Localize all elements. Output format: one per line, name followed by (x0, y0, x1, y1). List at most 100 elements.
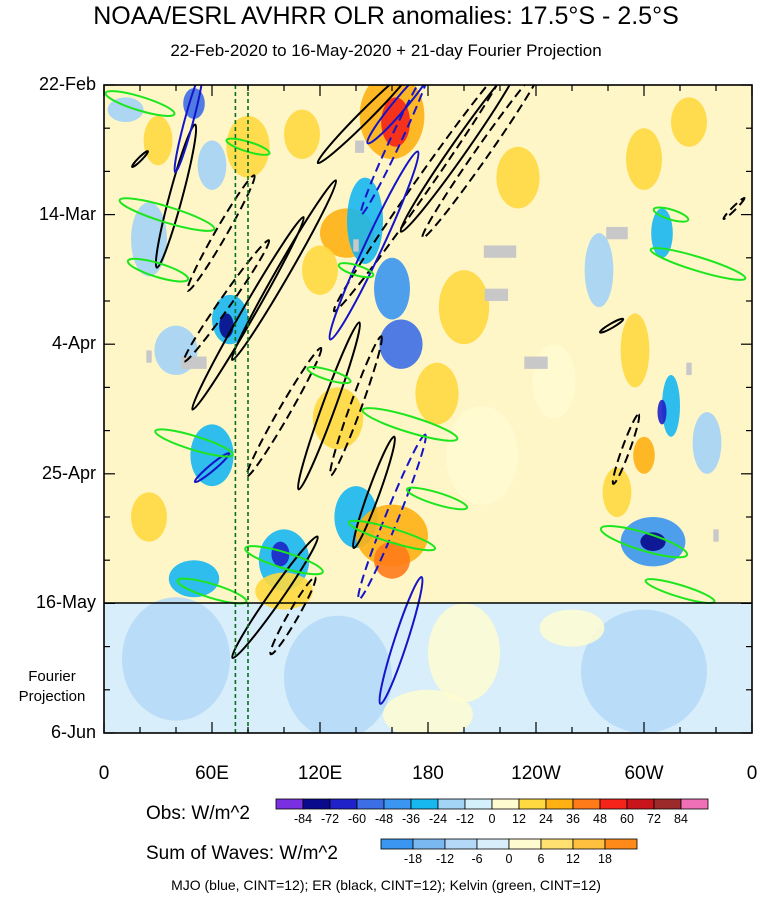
er-contour-10 (352, 435, 396, 550)
mjo-contour-1 (328, 150, 420, 341)
mjo-contour-3 (366, 85, 436, 145)
er-contour-17 (722, 196, 746, 220)
kelvin-contour-7 (361, 407, 459, 442)
projection-label-line-1: Fourier (28, 668, 76, 685)
er-contour-2 (186, 174, 256, 292)
anomaly-blob-11 (374, 257, 410, 320)
mjo-contour-0 (173, 85, 204, 174)
kelvin-contour-15 (644, 578, 716, 605)
kelvin-contour-0 (104, 90, 176, 117)
anomaly-blob-41 (496, 146, 540, 209)
waves-colorbar-swatch-2 (444, 838, 478, 850)
missing-data-9 (713, 529, 719, 542)
obs-colorbar-swatch-0 (275, 798, 304, 810)
y-tick-label-5: 6-Jun (50, 722, 96, 742)
kelvin-contour-10 (306, 365, 352, 385)
x-tick-label-0: 0 (98, 763, 110, 784)
missing-data-8 (686, 362, 692, 376)
projection-blob-1 (284, 615, 392, 733)
missing-data-2 (484, 288, 509, 301)
colorbars (275, 798, 709, 850)
missing-data-4 (524, 356, 548, 369)
kelvin-contour-12 (599, 525, 689, 559)
x-tick-label-5: 60W (624, 763, 664, 784)
waves-colorbar-swatch-7 (604, 838, 638, 850)
er-contour-13 (399, 85, 522, 233)
anomaly-blob-4 (226, 115, 270, 178)
waves-colorbar-swatch-5 (540, 838, 574, 850)
projection-blob-3 (581, 609, 707, 733)
waves-colorbar-swatch-3 (476, 838, 510, 850)
anomaly-blob-40 (602, 467, 632, 517)
obs-colorbar-tick-9: 24 (539, 812, 553, 826)
kelvin-contour-2 (126, 257, 190, 283)
obs-colorbar-swatch-13 (626, 798, 655, 810)
er-contour-8 (245, 346, 323, 478)
er-contour-16 (599, 317, 625, 334)
anomaly-blob-3 (143, 115, 173, 166)
er-contour-5 (316, 85, 414, 165)
anomaly-blob-0 (107, 97, 144, 123)
kelvin-contour-4 (244, 545, 324, 576)
projection-label: Fourier Projection (0, 667, 104, 707)
waves-colorbar-swatch-6 (572, 838, 606, 850)
kelvin-contour-11 (337, 262, 375, 279)
anomaly-blob-16 (131, 202, 167, 277)
projection-blob-0 (122, 597, 230, 721)
obs-colorbar-tick-11: 48 (593, 812, 607, 826)
x-tick-label-2: 120E (297, 763, 343, 784)
anomaly-blob-5 (284, 109, 320, 160)
waves-colorbar-swatch-4 (508, 838, 542, 850)
y-tick-label-1: 14-Mar (38, 203, 96, 224)
waves-colorbar-tick-4: 6 (537, 852, 545, 866)
projection-blob-2 (428, 603, 500, 703)
obs-colorbar-swatch-1 (302, 798, 331, 810)
obs-colorbar-swatch-4 (383, 798, 412, 810)
anomaly-blob-7 (381, 97, 410, 147)
obs-colorbar-tick-7: 0 (488, 812, 496, 826)
obs-colorbar-tick-5: -24 (428, 812, 448, 826)
kelvin-contour-5 (176, 577, 248, 605)
er-contour-14 (421, 85, 543, 239)
anomaly-blob-29 (131, 492, 167, 542)
mjo-contour-4 (357, 433, 427, 601)
mjo-contour-2 (359, 85, 432, 216)
obs-colorbar-swatch-15 (680, 798, 709, 810)
anomaly-blob-9 (302, 245, 338, 295)
mjo-contour-5 (378, 576, 424, 705)
waves-colorbar-tick-5: 12 (566, 852, 580, 866)
kelvin-contour-14 (652, 206, 690, 223)
obs-colorbar-swatch-7 (464, 798, 493, 810)
obs-colorbar-swatch-9 (518, 798, 547, 810)
obs-colorbar-tick-12: 60 (620, 812, 634, 826)
waves-colorbar-swatch-0 (380, 838, 414, 850)
obs-colorbar-tick-10: 36 (566, 812, 580, 826)
anomaly-blob-19 (446, 405, 518, 505)
waves-colorbar-label: Sum of Waves: W/m^2 (146, 843, 338, 864)
obs-colorbar-swatch-6 (437, 798, 466, 810)
x-tick-label-1: 60E (195, 763, 229, 784)
y-tick-label-0: 22-Feb (38, 74, 96, 94)
legend-footnote: MJO (blue, CINT=12); ER (black, CINT=12)… (171, 877, 601, 893)
er-contour-0 (154, 123, 198, 269)
obs-colorbar-swatch-12 (599, 798, 628, 810)
obs-colorbar-swatch-14 (653, 798, 682, 810)
axis-ticks (103, 84, 753, 734)
anomaly-blob-17 (438, 270, 490, 345)
anomaly-blob-26 (255, 572, 313, 610)
wave-contours (104, 85, 747, 705)
obs-colorbar-swatch-10 (545, 798, 574, 810)
er-contour-9 (329, 335, 383, 477)
obs-colorbar-swatch-11 (572, 798, 601, 810)
obs-colorbar-tick-1: -72 (320, 812, 340, 826)
projection-blob-5 (539, 609, 605, 647)
obs-colorbar-swatch-5 (410, 798, 439, 810)
missing-data-0 (355, 140, 365, 153)
anomaly-blob-33 (620, 313, 650, 388)
kelvin-contour-1 (118, 197, 216, 232)
waves-colorbar-swatch-1 (412, 838, 446, 850)
x-tick-label-6: 0 (746, 763, 758, 784)
waves-colorbar-tick-1: -12 (435, 852, 455, 866)
anomaly-blob-23 (374, 541, 410, 579)
chart-title: NOAA/ESRL AVHRR OLR anomalies: 17.5°S - … (93, 2, 679, 30)
